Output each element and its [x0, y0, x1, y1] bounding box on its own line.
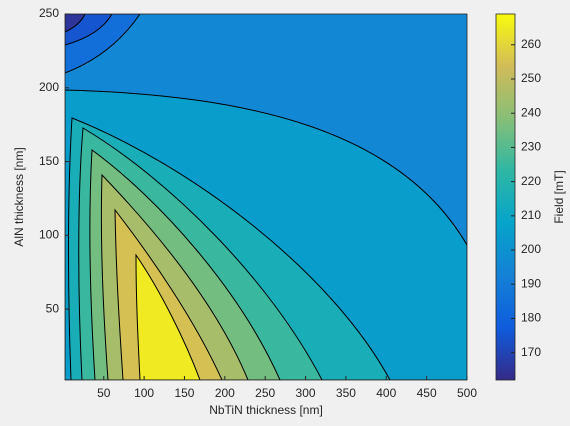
colorbar: [495, 13, 516, 381]
y-tick-label: 100: [39, 228, 59, 242]
plot-frame: [64, 13, 468, 381]
x-axis-label: NbTiN thickness [nm]: [209, 403, 323, 417]
x-tick-label: 500: [457, 386, 477, 400]
y-tick-label: 250: [39, 6, 59, 20]
y-tick-label: 150: [39, 154, 59, 168]
plot-area: [65, 14, 467, 380]
x-tick-label: 400: [376, 386, 396, 400]
x-tick-label: 250: [255, 386, 275, 400]
x-tick-label: 350: [336, 386, 356, 400]
colorbar-tick-label: 210: [521, 208, 541, 222]
y-axis-label: AlN thickness [nm]: [12, 147, 26, 246]
colorbar-tick-label: 190: [521, 276, 541, 290]
x-tick-label: 150: [174, 386, 194, 400]
colorbar-tick-label: 260: [521, 37, 541, 51]
colorbar-tick-label: 240: [521, 105, 541, 119]
colorbar-tick-label: 230: [521, 140, 541, 154]
colorbar-tick-label: 200: [521, 242, 541, 256]
x-tick-label: 200: [215, 386, 235, 400]
colorbar-tick-label: 220: [521, 174, 541, 188]
colorbar-tick-label: 170: [521, 345, 541, 359]
y-tick-label: 200: [39, 80, 59, 94]
colorbar-label: Field [mT]: [552, 170, 566, 223]
x-tick-label: 300: [296, 386, 316, 400]
x-tick-label: 100: [134, 386, 154, 400]
x-tick-label: 450: [417, 386, 437, 400]
colorbar-tick-label: 180: [521, 311, 541, 325]
y-tick-label: 50: [46, 301, 60, 315]
colorbar-tick-label: 250: [521, 71, 541, 85]
contour-region: [135, 253, 201, 380]
x-tick-label: 50: [97, 386, 111, 400]
